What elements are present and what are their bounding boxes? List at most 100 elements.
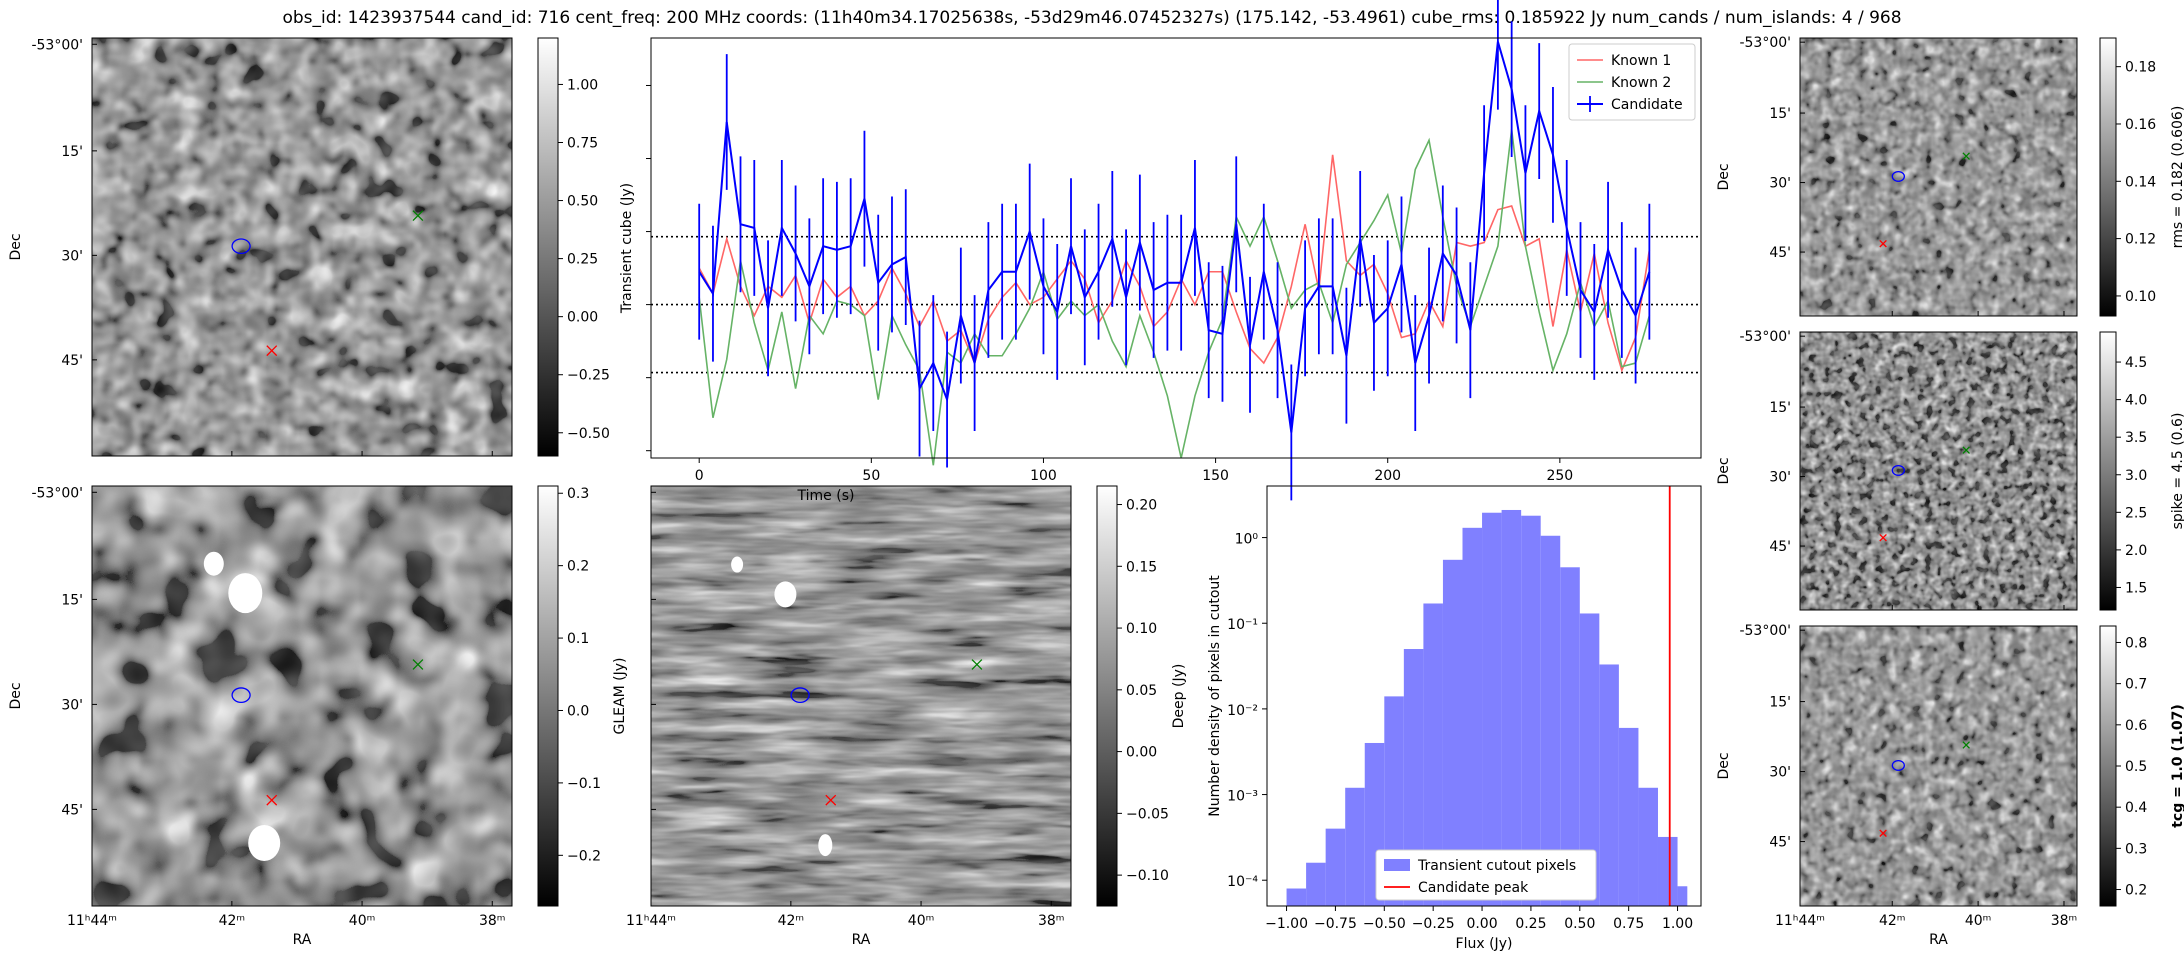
histogram-plot: −1.00 −0.75 −0.50 −0.25 0.00 0.25 0.50 0.75 1.00… — [1207, 485, 1702, 952]
legend-label: Known 1 — [1611, 53, 1671, 69]
histogram-bar — [1618, 727, 1639, 906]
tcg-colorbar: 0.8 0.7 0.6 0.5 0.4 0.3 0.2 tcg = 1.0 (1.07) — [2099, 625, 2184, 907]
gleam-colorbar-gradient — [537, 485, 559, 907]
transient-cube-colorbar: 1.00 0.75 0.50 0.25 0.00 −0.25 −0.50 — [537, 37, 610, 457]
legend-label: Transient cutout pixels — [1417, 858, 1576, 874]
known2-marker — [1962, 152, 1970, 160]
known1-marker — [1879, 239, 1887, 248]
colorbar-tick-label: −0.25 — [567, 368, 610, 384]
x-tick-label: 0.25 — [1515, 916, 1546, 932]
histogram-bar — [1482, 512, 1502, 906]
y-tick-label: 10⁰ — [1235, 532, 1259, 548]
x-tick-label: −0.50 — [1363, 916, 1406, 932]
histogram-bar — [1599, 664, 1619, 906]
histogram-bar — [1286, 888, 1307, 906]
histogram-bar — [1325, 828, 1346, 906]
colorbar-tick-label: 0.00 — [1126, 745, 1157, 761]
histogram-frame — [1266, 485, 1702, 907]
histogram-bar — [1657, 836, 1678, 906]
spike-image-frame — [1799, 331, 2078, 611]
transient-cube-colorbar-gradient — [537, 37, 559, 457]
colorbar-tick-label: 0.7 — [2125, 677, 2147, 693]
x-tick-label: 1.00 — [1662, 916, 1693, 932]
tcg-image-frame — [1799, 625, 2078, 907]
histogram-bar — [1521, 515, 1541, 906]
ra-tick-label: 11ʰ44ᵐ — [626, 913, 676, 929]
colorbar-tick-label: 0.0 — [567, 703, 589, 719]
histogram-bar — [1442, 559, 1463, 906]
rms-colorbar: 0.18 0.16 0.14 0.12 0.10 rms = 0.182 (0.606) — [2099, 37, 2184, 317]
series-candidate — [698, 41, 1651, 433]
colorbar-tick-label: 0.18 — [2125, 60, 2156, 76]
ra-tick-label: 38ᵐ — [479, 913, 506, 929]
deep-colorbar-gradient — [1096, 485, 1118, 907]
rms-image-frame — [1799, 37, 2078, 317]
legend-label: Candidate peak — [1418, 880, 1529, 896]
x-tick-label: −0.75 — [1314, 916, 1357, 932]
x-tick-label: −0.25 — [1412, 916, 1455, 932]
dec-tick-label: -53°00' — [31, 37, 83, 53]
series-known-2 — [698, 129, 1651, 466]
gleam-image-pixels — [92, 486, 512, 906]
colorbar-tick-label: −0.50 — [567, 426, 610, 442]
legend-box — [1568, 43, 1696, 121]
ra-axis-label: RA — [1929, 932, 1948, 948]
histogram-bar — [1306, 862, 1326, 906]
lightcurve-legend: Known 1 Known 2 Candidate — [1568, 43, 1696, 121]
x-tick-label: 0 — [695, 468, 704, 484]
ra-tick-label: 38ᵐ — [2051, 913, 2078, 929]
x-tick-label: 0.75 — [1613, 916, 1644, 932]
x-axis-label: Flux (Jy) — [1456, 936, 1513, 952]
colorbar-tick-label: 4.0 — [2125, 393, 2147, 409]
x-axis-label: Time (s) — [797, 488, 855, 504]
known1-marker — [1879, 829, 1887, 837]
known2-marker — [1962, 446, 1970, 454]
colorbar-tick-label: 0.1 — [567, 631, 589, 647]
known2-marker — [1962, 741, 1970, 749]
histogram-bar — [1423, 603, 1443, 906]
histogram-bar — [1501, 509, 1522, 906]
ra-tick-label: 40ᵐ — [349, 913, 376, 929]
spike-colorbar: 4.5 4.0 3.5 3.0 2.5 2.0 1.5 spike = 4.5 (0.6) — [2099, 331, 2184, 611]
ra-tick-label: 38ᵐ — [1038, 913, 1065, 929]
dec-tick-label: -53°00' — [1739, 329, 1791, 345]
histogram-legend: Transient cutout pixels Candidate peak — [1375, 849, 1597, 901]
colorbar-tick-label: 0.05 — [1126, 683, 1157, 699]
dec-tick-label: 15' — [1769, 106, 1791, 122]
series-known-1 — [698, 154, 1651, 373]
colorbar-tick-label: 0.8 — [2125, 635, 2147, 651]
colorbar-tick-label: 0.00 — [567, 310, 598, 326]
dec-axis-label: Dec — [1716, 163, 1732, 190]
ra-tick-label: 11ʰ44ᵐ — [1775, 913, 1825, 929]
known1-marker — [1879, 533, 1887, 542]
known2-marker — [412, 210, 424, 222]
bright-source — [731, 556, 744, 573]
figure-title: obs_id: 1423937544 cand_id: 716 cent_fre… — [282, 8, 1901, 28]
deep-image-pixels — [651, 486, 1071, 906]
histogram-bar — [1462, 527, 1483, 906]
dec-tick-label: 30' — [61, 248, 83, 264]
colorbar-tick-label: 0.10 — [2125, 289, 2156, 305]
dec-axis-label: Dec — [1716, 457, 1732, 484]
x-tick-label: 0.00 — [1466, 916, 1497, 932]
dec-tick-label: 45' — [61, 353, 83, 369]
colorbar-tick-label: 2.0 — [2125, 543, 2147, 559]
colorbar-tick-label: 0.10 — [1126, 621, 1157, 637]
y-tick-label: 10⁻⁴ — [1227, 874, 1258, 890]
ra-axis-label: RA — [852, 932, 871, 948]
colorbar-tick-label: 1.00 — [567, 77, 598, 93]
colorbar-tick-label: 0.12 — [2125, 232, 2156, 248]
x-tick-label: 0.50 — [1564, 916, 1595, 932]
ra-tick-label: 40ᵐ — [1965, 913, 1992, 929]
transient-cube-image: -53°00' 15' 30' 45' Dec — [8, 37, 513, 457]
candidate-contour — [1891, 464, 1905, 476]
ra-tick-label: 40ᵐ — [908, 913, 935, 929]
histogram-bar — [1638, 787, 1658, 906]
transient-cube-image-pixels — [92, 38, 512, 456]
lightcurve-frame — [650, 37, 1702, 459]
ra-tick-label: 42ᵐ — [1879, 913, 1906, 929]
colorbar-tick-label: 4.5 — [2125, 355, 2147, 371]
colorbar-tick-label: −0.10 — [1126, 868, 1169, 884]
bright-source — [774, 581, 797, 608]
y-tick-label: 10⁻² — [1227, 703, 1258, 719]
